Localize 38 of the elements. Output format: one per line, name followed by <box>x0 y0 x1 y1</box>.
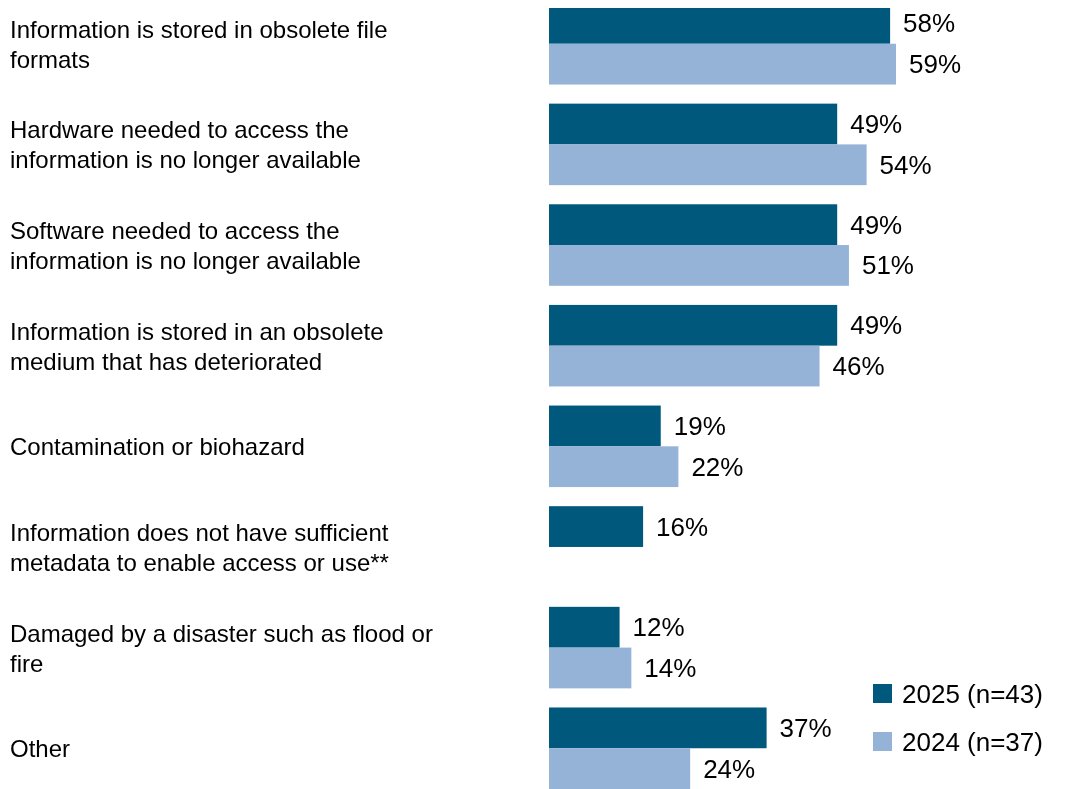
y-tick-label: Contamination or biohazard <box>10 432 305 460</box>
data-label: 14% <box>644 652 697 683</box>
data-label: 37% <box>779 712 832 743</box>
bar <box>549 446 679 488</box>
bar <box>549 103 838 145</box>
data-label: 49% <box>850 109 903 140</box>
data-label: 59% <box>909 49 962 80</box>
bar <box>549 304 838 346</box>
y-tick-label: Information is stored in obsolete file formats <box>10 15 388 73</box>
bar <box>549 606 620 648</box>
y-tick-label: Information is stored in an obsolete medium that has deteriorated <box>10 317 384 375</box>
bar <box>549 647 632 689</box>
data-label: 54% <box>879 149 932 180</box>
bar <box>549 345 820 387</box>
y-tick-label: Other <box>10 734 71 762</box>
bar <box>549 204 838 246</box>
y-tick-label: Information does not have sufficient metadata to enable access or use** <box>10 518 389 576</box>
data-label: 24% <box>703 753 756 784</box>
data-label: 49% <box>850 310 903 341</box>
data-label: 46% <box>832 351 885 382</box>
data-label: 12% <box>632 612 685 643</box>
data-label: 58% <box>903 8 956 39</box>
data-label: 49% <box>850 209 903 240</box>
bar <box>549 707 767 749</box>
data-label: 22% <box>691 451 744 482</box>
bar <box>549 144 867 186</box>
bar <box>549 506 644 547</box>
y-tick-label: Damaged by a disaster such as flood or fire <box>10 619 433 677</box>
data-label: 16% <box>656 511 709 542</box>
bar <box>549 748 691 789</box>
legend-label: 2025 (n=43) <box>902 679 1043 709</box>
y-tick-label: Software needed to access the information is no longer available <box>10 216 361 274</box>
data-label: 51% <box>861 250 914 281</box>
data-label: 19% <box>673 410 726 441</box>
bar <box>549 245 849 286</box>
y-tick-label: Hardware needed to access the information is no longer available <box>10 115 361 173</box>
bar <box>549 405 661 447</box>
legend-label: 2024 (n=37) <box>902 727 1043 757</box>
